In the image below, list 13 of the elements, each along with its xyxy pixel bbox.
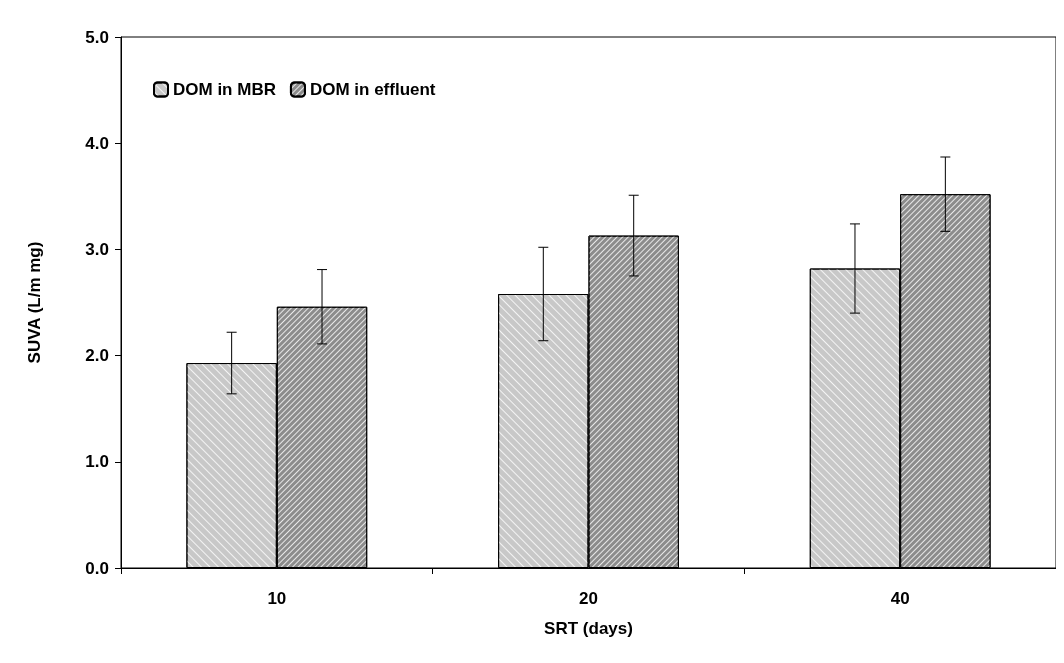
y-tick-label: 4.0 (85, 133, 109, 153)
x-axis-title: SRT (days) (544, 619, 633, 638)
y-tick-label: 5.0 (85, 27, 109, 47)
y-tick-label: 0.0 (85, 558, 109, 578)
x-tick-label: 40 (890, 589, 910, 608)
y-axis-title: SUVA (L/m mg) (25, 241, 44, 364)
y-tick-label: 2.0 (85, 346, 109, 366)
x-tick-label: 20 (579, 589, 598, 608)
y-tick-label: 3.0 (85, 239, 109, 259)
legend-label: DOM in MBR (173, 80, 276, 99)
y-tick-label: 1.0 (85, 452, 109, 472)
legend-label: DOM in effluent (309, 80, 436, 99)
x-tick-label: 10 (267, 589, 287, 608)
